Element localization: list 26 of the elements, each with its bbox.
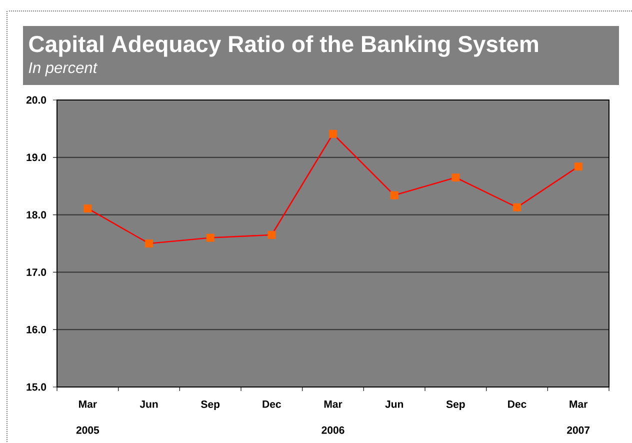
chart-title: Capital Adequacy Ratio of the Banking System [29, 35, 538, 57]
point [390, 191, 398, 200]
point [206, 234, 214, 242]
y-tick-label: 16.0 [26, 326, 46, 334]
point [452, 173, 460, 182]
x-tick-label: Sep [446, 400, 465, 410]
category-label: Mar 2007 [567, 400, 590, 434]
x-tick-label: Jun [385, 400, 404, 408]
point [84, 204, 92, 212]
point [145, 240, 154, 248]
y-tick-label: 19.0 [26, 154, 46, 162]
point [329, 130, 338, 138]
x-tick-label: Dec [508, 400, 526, 408]
point [513, 203, 522, 212]
y-tick-label: 18.0 [26, 211, 46, 219]
y-tick-label: 15.0 [26, 383, 46, 391]
point [268, 230, 276, 239]
point [574, 162, 582, 171]
x-tick-label: Dec [262, 400, 281, 408]
category-label: Mar 2005 [76, 400, 100, 434]
chart-subtitle: In percent [28, 62, 98, 76]
y-tick-label: 20.0 [26, 96, 46, 104]
category-label: Mar 2006 [322, 400, 344, 434]
x-tick-label: Sep [201, 400, 220, 410]
x-tick-label: Jun [140, 400, 158, 408]
y-tick-label: 17.0 [26, 268, 46, 276]
